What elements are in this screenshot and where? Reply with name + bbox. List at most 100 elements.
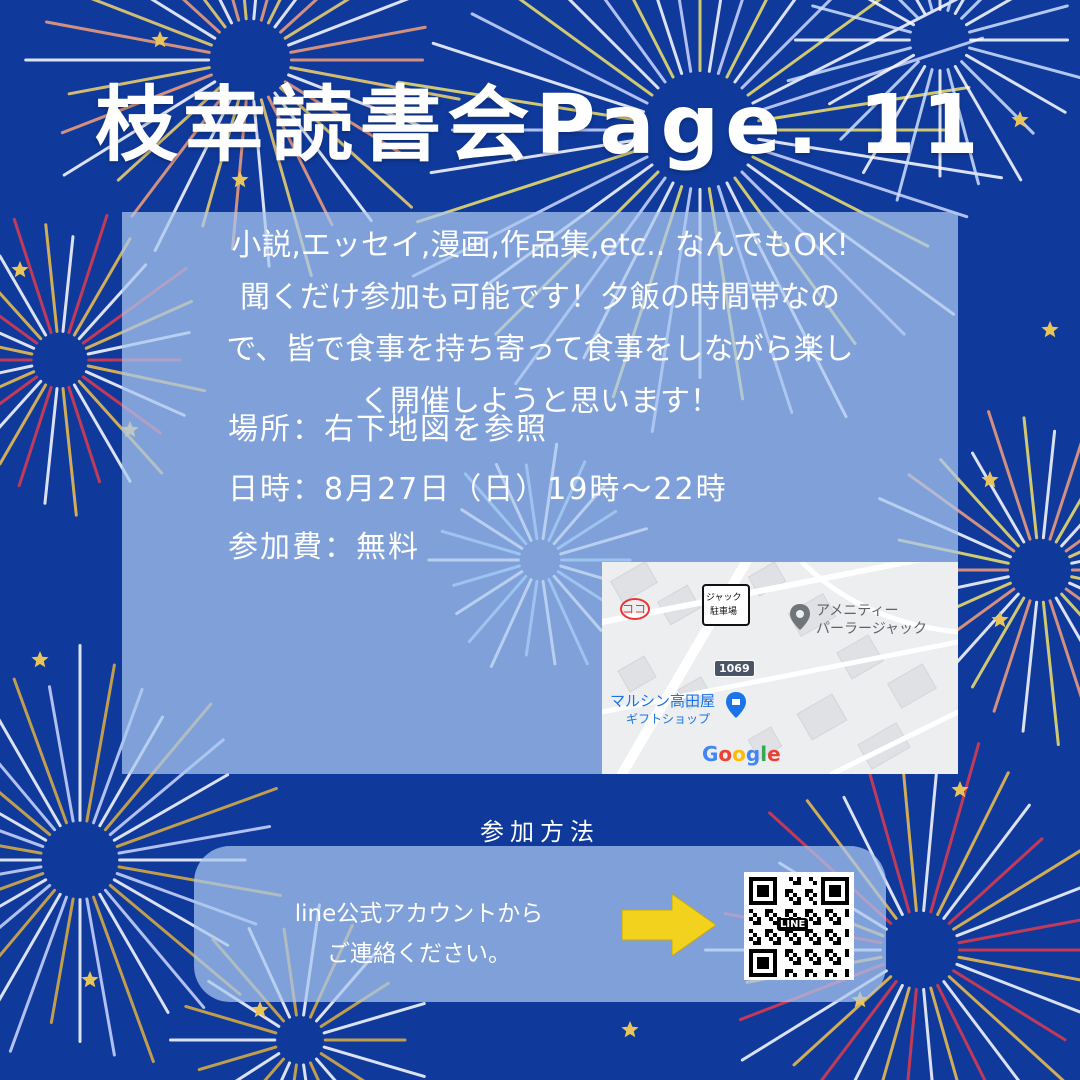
intro-text: 小説,エッセイ,漫画,作品集,etc.. なんでもOK! 聞くだけ参加も可能です… <box>122 220 958 428</box>
shop-pin-icon[interactable] <box>726 692 746 718</box>
firework-ray <box>965 0 1013 27</box>
firework-ray <box>942 803 1031 920</box>
firework-ray <box>0 865 43 876</box>
here-circle <box>620 598 650 620</box>
firework-ray <box>0 829 45 848</box>
intro-line: 聞くだけ参加も可能です！夕飯の時間帯なの <box>240 280 840 315</box>
firework-ray <box>184 1004 278 1035</box>
firework-ray <box>953 65 1023 182</box>
qr-module <box>813 933 817 937</box>
firework-ray <box>1048 442 1080 541</box>
qr-module <box>809 937 813 941</box>
qr-module <box>785 973 789 977</box>
datetime-detail: 日時：8月27日（日）19時～22時 <box>228 472 728 507</box>
firework-ray <box>0 888 57 958</box>
qr-module <box>793 913 797 917</box>
firework-ray <box>1041 429 1057 540</box>
firework-ray <box>881 986 911 1080</box>
map-pin-icon[interactable] <box>790 604 810 630</box>
here-label: ココ <box>622 602 647 616</box>
poi-name: アメニティー <box>816 603 899 619</box>
firework-ray <box>936 771 1010 917</box>
firework-ray <box>150 0 217 40</box>
firework-ray <box>67 66 211 96</box>
qr-module <box>785 949 789 953</box>
shop-name: マルシン高田屋 <box>610 692 716 710</box>
parking-box <box>702 584 750 626</box>
firework-ray <box>0 345 34 356</box>
firework-ray <box>315 1057 337 1080</box>
qr-pattern <box>749 877 849 977</box>
firework-ray <box>0 375 39 406</box>
firework-ray <box>746 0 882 97</box>
intro-line: 小説,エッセイ,漫画,作品集,etc.. なんでもOK! <box>231 228 849 263</box>
place-detail: 場所：右下地図を参照 <box>228 412 548 447</box>
firework-ray <box>677 0 693 73</box>
qr-module <box>785 929 789 933</box>
qr-module <box>805 929 809 933</box>
google-logo: Google <box>702 742 781 766</box>
firework-ray <box>273 91 373 223</box>
qr-module <box>833 953 837 957</box>
qr-module <box>829 957 833 961</box>
qr-module <box>837 961 841 965</box>
firework-ray <box>322 1045 426 1078</box>
firework-ray <box>85 897 116 1057</box>
firework-ray <box>98 892 170 1014</box>
firework-ray <box>716 0 744 76</box>
qr-module <box>753 921 757 925</box>
map-roads <box>602 562 958 774</box>
firework-ray <box>733 0 797 84</box>
qr-module <box>845 949 849 953</box>
qr-module <box>805 933 809 937</box>
firework-ray <box>429 137 643 175</box>
qr-module <box>805 889 809 893</box>
firework-ray <box>897 0 920 20</box>
participation-heading: 参加方法 <box>480 818 600 846</box>
star-icon <box>981 471 999 488</box>
qr-module <box>797 937 801 941</box>
firework-ray <box>0 379 43 429</box>
qr-module <box>829 885 841 897</box>
qr-module <box>793 893 797 897</box>
qr-line-label: LINE <box>777 918 809 931</box>
qr-module <box>813 913 817 917</box>
firework-ray <box>929 986 959 1080</box>
qr-module <box>805 973 809 977</box>
firework-ray <box>263 1057 285 1080</box>
firework-ray <box>656 0 684 76</box>
firework-ray <box>12 217 53 335</box>
firework-ray <box>322 1002 426 1035</box>
firework-ray <box>942 980 1021 1080</box>
qr-module <box>837 957 841 961</box>
firework-ray <box>751 0 959 105</box>
qr-module <box>757 917 761 921</box>
location-map[interactable]: ココ ジャック 駐車場 アメニティー パーラージャック 1069 マルシン高田屋… <box>602 562 958 774</box>
firework-ray <box>906 987 918 1080</box>
firework-ray <box>965 53 1067 114</box>
qr-module <box>825 933 829 937</box>
firework-ray <box>811 4 912 34</box>
firework-ray <box>947 837 1044 925</box>
parking-label: 駐車場 <box>710 607 738 617</box>
firework-ray <box>67 213 109 335</box>
line-qr-code[interactable]: LINE <box>744 872 854 980</box>
qr-module <box>817 921 821 925</box>
qr-module <box>773 921 777 925</box>
qr-module <box>793 973 797 977</box>
star-icon <box>31 651 49 668</box>
firework-ray <box>895 68 934 202</box>
qr-module <box>813 961 817 965</box>
firework-ray <box>62 80 217 177</box>
firework-ray <box>971 451 1026 544</box>
qr-module <box>789 889 793 893</box>
qr-module <box>829 949 833 953</box>
shop-name: ギフトショップ <box>626 712 711 726</box>
star-icon <box>1041 321 1059 338</box>
qr-module <box>797 881 801 885</box>
firework-ray <box>632 0 675 79</box>
firework-ray <box>0 812 48 842</box>
firework-ray <box>0 370 36 389</box>
qr-module <box>805 893 809 897</box>
firework-ray <box>289 25 427 54</box>
